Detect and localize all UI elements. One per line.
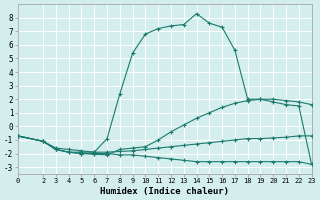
X-axis label: Humidex (Indice chaleur): Humidex (Indice chaleur) bbox=[100, 187, 229, 196]
